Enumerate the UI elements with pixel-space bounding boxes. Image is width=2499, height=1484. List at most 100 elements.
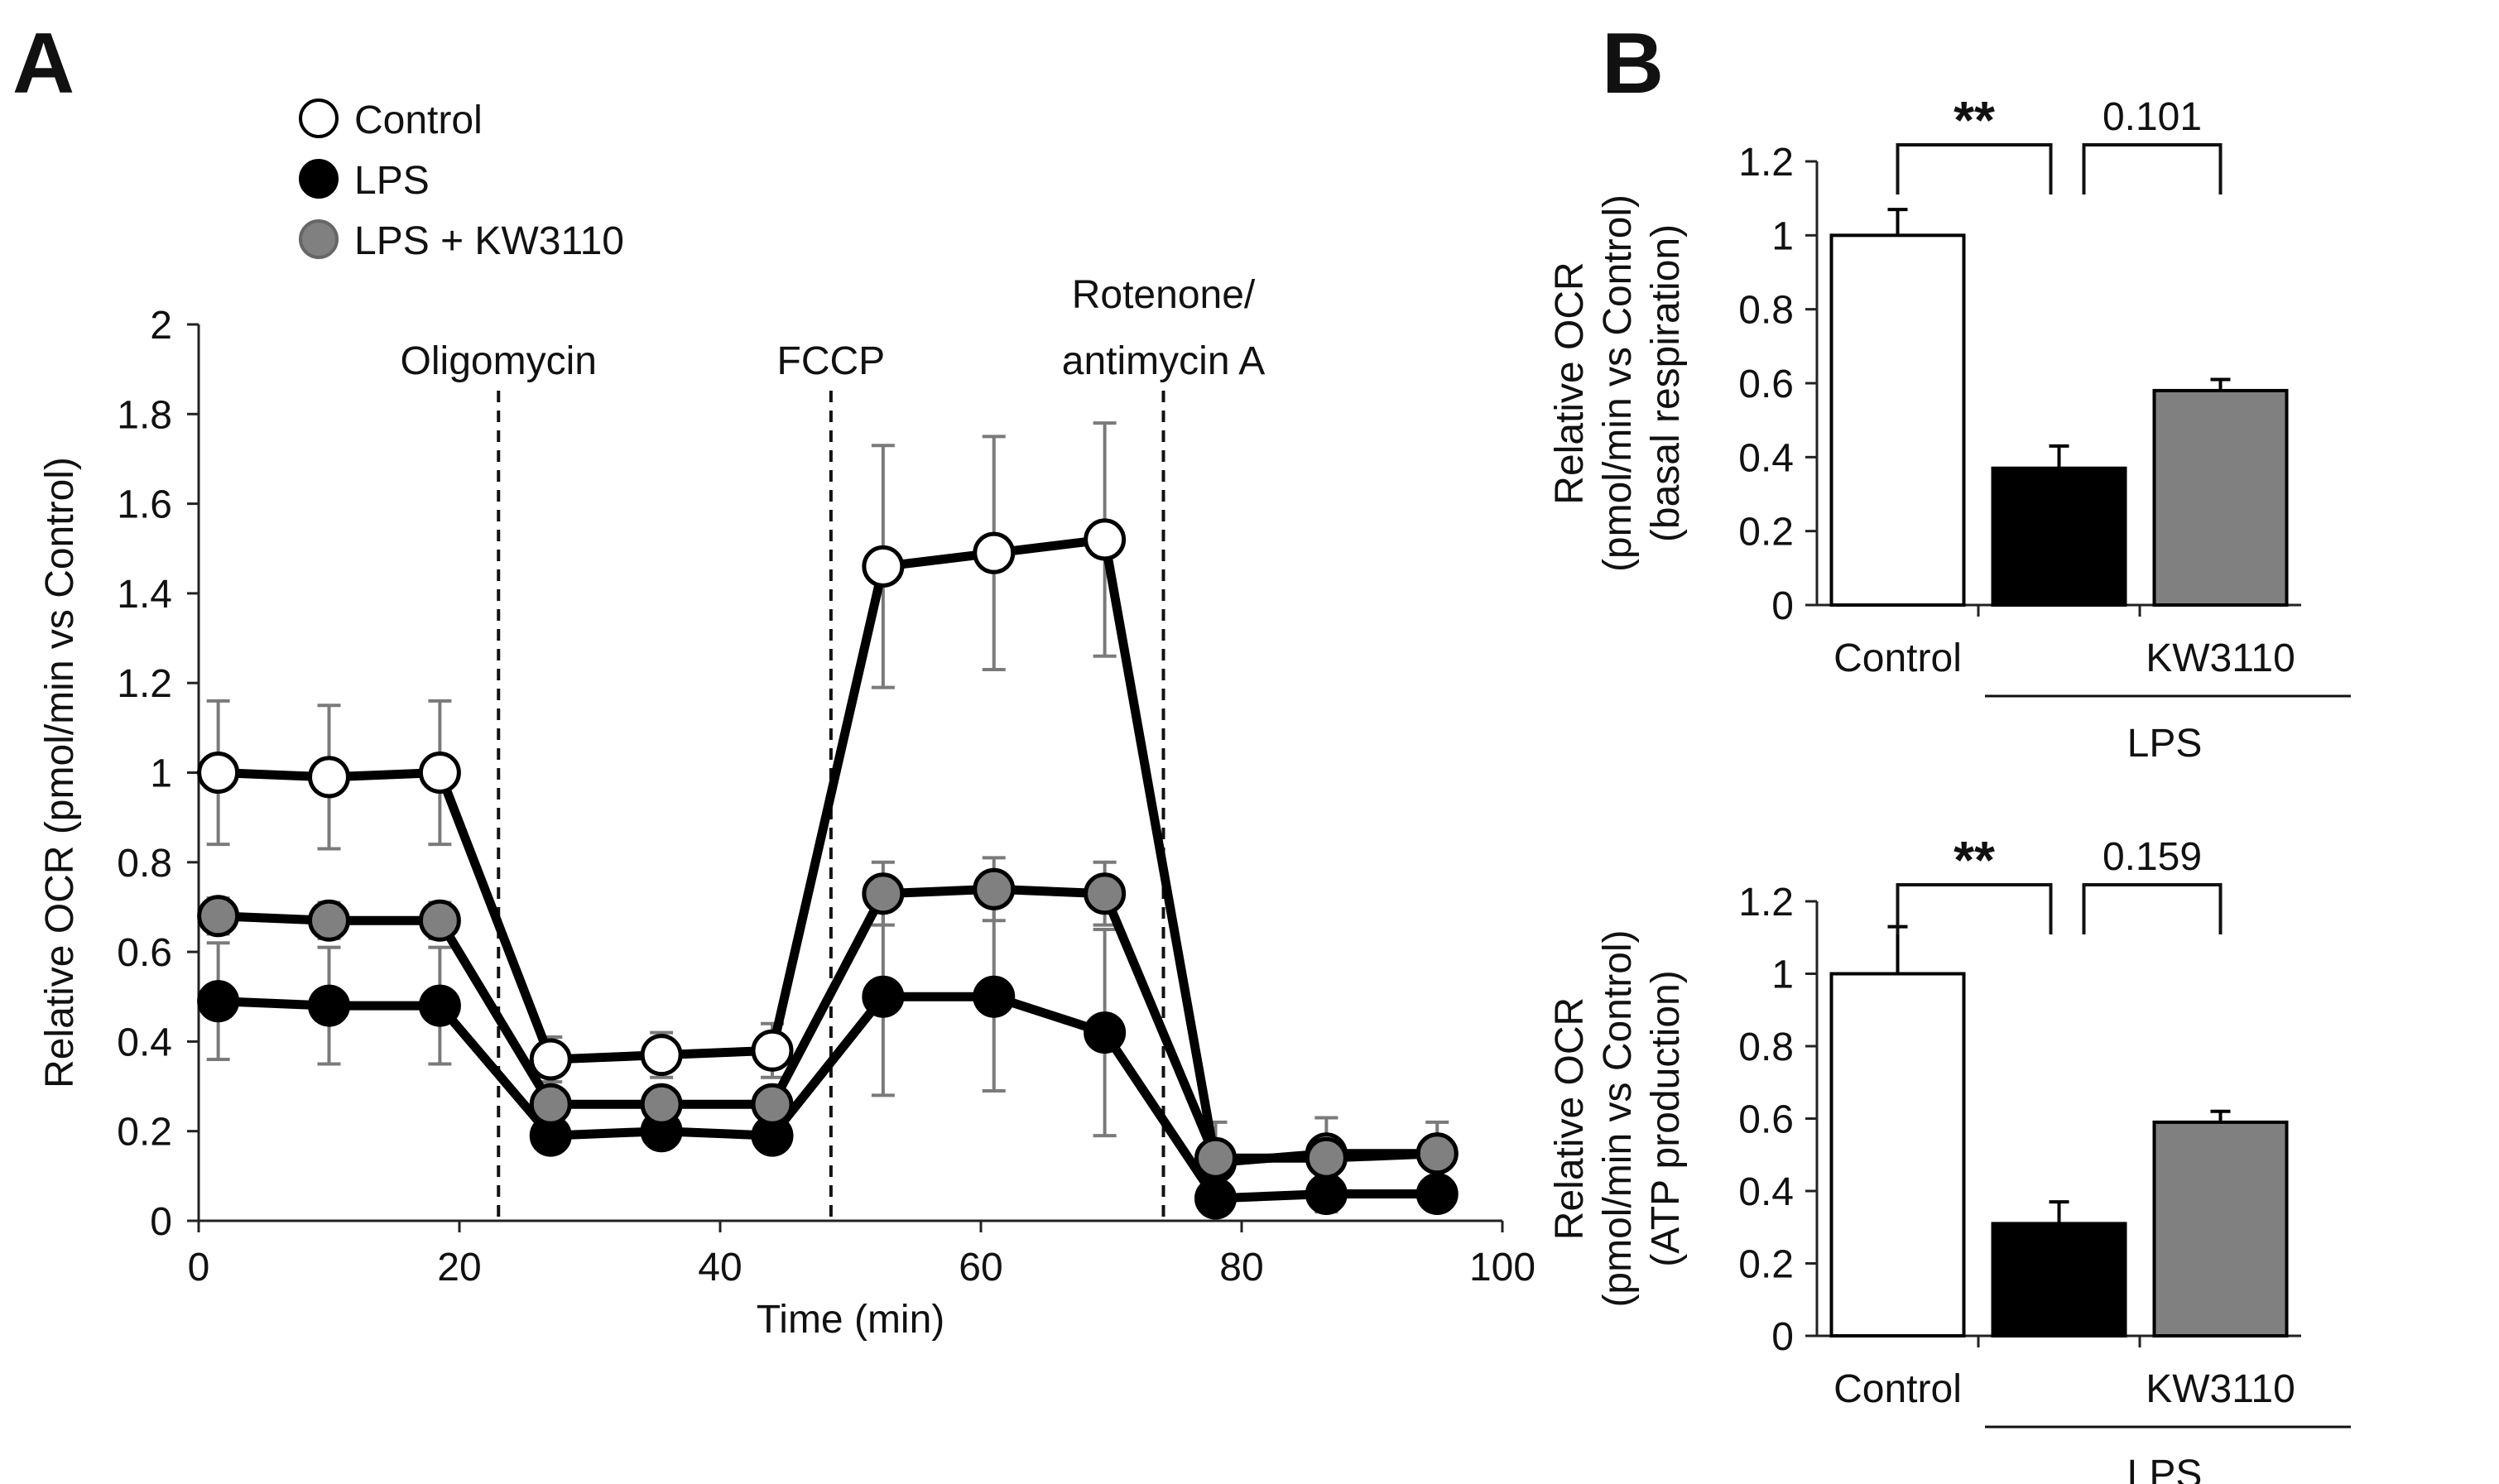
category-label: Control	[1833, 1367, 1962, 1411]
y-axis-label-line: (pmol/min vs Control)	[1596, 195, 1640, 572]
data-point-control	[418, 752, 461, 794]
y-tick-label: 1.2	[1738, 141, 1794, 185]
category-label: KW3110	[2146, 636, 2295, 680]
y-axis-label-line: Relative OCR	[1548, 997, 1592, 1240]
y-axis-label-line: (ATP production)	[1644, 970, 1688, 1266]
legend-label-lps: LPS	[354, 159, 430, 203]
data-point-kw3110	[973, 867, 1016, 910]
significance-bracket	[1896, 883, 2053, 934]
bar-kw3110	[2152, 1120, 2289, 1338]
y-tick-label: 0	[1771, 584, 1794, 628]
legend-marker-control	[299, 98, 339, 138]
data-point-control	[862, 545, 905, 588]
data-point-lps	[308, 984, 350, 1027]
x-tick-label: 0	[188, 1246, 210, 1289]
legend-label-control: Control	[354, 98, 483, 142]
data-point-kw3110	[862, 872, 905, 915]
legend-marker-lps	[299, 159, 339, 199]
data-point-lps	[1415, 1173, 1459, 1216]
legend-marker-kw3110	[299, 219, 339, 259]
significance-bracket	[2082, 883, 2223, 934]
y-tick-label: 1.2	[117, 662, 172, 706]
data-point-control	[529, 1038, 572, 1081]
injection-label: antimycin A	[1062, 339, 1265, 383]
y-tick-label: 0.8	[1738, 289, 1794, 333]
y-axis-label: Relative OCR (pmol/min vs Control)	[38, 457, 82, 1088]
panel-label-b: B	[1602, 16, 1664, 112]
x-tick-label: 100	[1469, 1246, 1535, 1289]
atp-production-bar-chart: 0 0.2 0.4 0.6 0.8 1 1.2 Relative OCR (pmol/min v…	[1548, 830, 2351, 1484]
y-tick-label: 1.4	[117, 573, 172, 617]
y-tick-label: 1	[1771, 953, 1794, 997]
ocr-time-course-chart: 00.20.40.60.811.21.41.61.820 20 40 60 80 100T…	[38, 98, 1535, 1342]
data-point-kw3110	[197, 895, 240, 938]
y-tick-label: 1	[150, 752, 172, 796]
y-tick-label: 0.4	[117, 1021, 172, 1064]
data-point-control	[308, 756, 350, 799]
data-point-lps	[197, 980, 240, 1023]
y-tick-label: 1.2	[1738, 881, 1794, 924]
injection-label: FCCP	[777, 339, 886, 383]
y-tick-label: 1.6	[117, 483, 172, 527]
data-point-kw3110	[308, 899, 350, 942]
data-point-control	[1084, 518, 1127, 561]
data-point-lps	[1084, 1011, 1127, 1054]
significance-label: 0.159	[2103, 835, 2202, 879]
data-point-control	[973, 531, 1016, 574]
y-axis-label-line: (basal respiration)	[1644, 224, 1688, 542]
data-point-lps	[1305, 1173, 1348, 1216]
y-tick-label: 0.2	[117, 1111, 172, 1155]
y-tick-label: 1	[1771, 214, 1794, 258]
y-tick-label: 2	[150, 304, 172, 348]
basal-respiration-bar-chart: 0 0.2 0.4 0.6 0.8 1 1.2 Relative OCR (pmol/min v…	[1548, 90, 2351, 766]
bar-control	[1829, 233, 1966, 607]
data-point-kw3110	[1415, 1132, 1459, 1175]
y-tick-label: 0.8	[1738, 1025, 1794, 1069]
data-point-lps	[862, 975, 905, 1018]
data-point-kw3110	[640, 1083, 683, 1126]
y-tick-label: 1.8	[117, 393, 172, 437]
data-point-lps	[1194, 1177, 1237, 1220]
data-point-kw3110	[1305, 1136, 1348, 1179]
significance-bracket	[1896, 143, 2053, 195]
significance-label: **	[1954, 90, 1995, 150]
category-label: Control	[1833, 636, 1962, 680]
legend-label-kw3110: LPS + KW3110	[354, 219, 624, 263]
y-tick-label: 0.6	[117, 931, 172, 975]
series-line-lps	[218, 992, 1438, 1203]
y-axis-label-line: Relative OCR	[1548, 262, 1592, 504]
data-point-kw3110	[1194, 1136, 1237, 1179]
x-axis-label: Time (min)	[757, 1298, 945, 1342]
panel-label-a: A	[12, 16, 74, 112]
data-point-control	[197, 752, 240, 794]
x-tick-label: 40	[698, 1246, 742, 1289]
data-point-control	[751, 1029, 794, 1072]
y-tick-label: 0.6	[1738, 363, 1794, 406]
y-axis-label-line: (pmol/min vs Control)	[1596, 929, 1640, 1307]
data-point-lps	[973, 975, 1016, 1018]
x-tick-label: 60	[959, 1246, 1002, 1289]
data-point-lps	[418, 984, 461, 1027]
y-tick-label: 0.2	[1738, 1243, 1794, 1287]
data-point-kw3110	[418, 899, 461, 942]
y-tick-label: 0.4	[1738, 436, 1794, 480]
y-tick-label: 0.6	[1738, 1098, 1794, 1142]
group-label: LPS	[2127, 722, 2203, 766]
y-tick-label: 0.4	[1738, 1170, 1794, 1214]
bar-lps	[1991, 466, 2127, 607]
injection-label: Oligomycin	[401, 339, 597, 383]
y-tick-label: 0.2	[1738, 511, 1794, 555]
significance-bracket	[2082, 143, 2223, 195]
data-point-control	[640, 1034, 683, 1077]
group-label: LPS	[2127, 1453, 2203, 1484]
bar-lps	[1991, 1222, 2127, 1338]
data-point-kw3110	[751, 1083, 794, 1126]
data-point-kw3110	[1084, 872, 1127, 915]
y-tick-label: 0.8	[117, 842, 172, 886]
bar-control	[1829, 972, 1966, 1338]
x-tick-label: 80	[1219, 1246, 1263, 1289]
significance-label: 0.101	[2103, 95, 2202, 139]
bar-kw3110	[2152, 388, 2289, 607]
injection-label: Rotenone/	[1072, 273, 1256, 317]
